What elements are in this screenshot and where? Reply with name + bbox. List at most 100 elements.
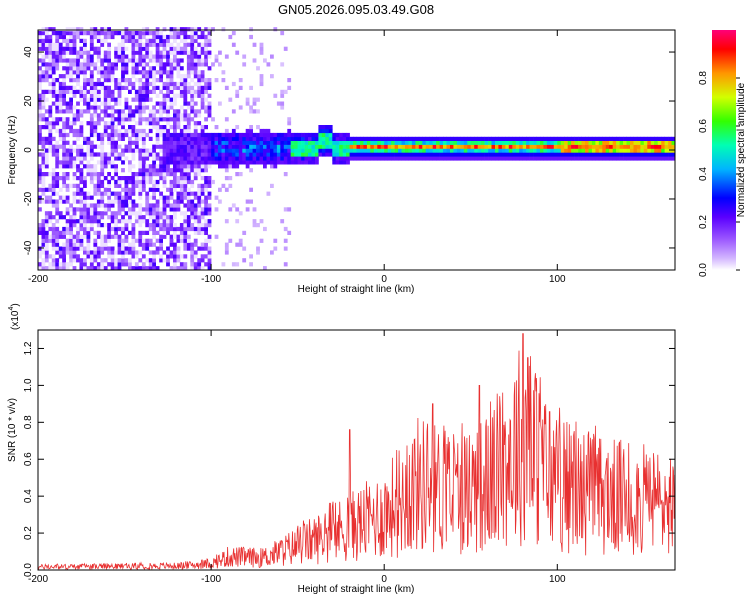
spectrogram-cell [145, 62, 150, 67]
spectrogram-cell [48, 105, 53, 110]
spectrogram-cell [128, 187, 132, 192]
spectrogram-cell [460, 136, 465, 141]
spectrogram-cell [179, 230, 184, 235]
spectrogram-cell [259, 219, 264, 224]
spectrogram-cell [166, 223, 170, 228]
spectrogram-cell [235, 140, 240, 145]
spectrogram-cell [183, 191, 188, 196]
spectrogram-cell [100, 242, 105, 247]
spectrogram-cell [55, 164, 60, 169]
spectrogram-cell [155, 70, 160, 75]
spectrogram-cell [574, 156, 579, 161]
spectrogram-cell [93, 207, 98, 212]
spectrogram-cell [38, 187, 42, 192]
spectrogram-cell [280, 160, 285, 165]
spectrogram-cell [200, 85, 205, 90]
spectrogram-cell [89, 54, 94, 59]
spectrogram-cell [138, 242, 143, 247]
spectrogram-cell [169, 74, 174, 79]
spectrogram-cell [505, 152, 510, 157]
spectrogram-cell [259, 74, 264, 79]
spectrogram-cell [145, 31, 150, 36]
spectrogram-cell [103, 164, 108, 169]
spectrogram-cell [131, 152, 136, 157]
spectrogram-cell [197, 246, 202, 251]
spectrogram-cell [152, 89, 156, 94]
spectrogram-cell [259, 132, 264, 138]
spectrogram-cell [197, 172, 202, 177]
spectrogram-cell [96, 211, 101, 216]
spectrogram-cell [315, 140, 319, 145]
spectrogram-cell [107, 179, 111, 185]
spectrogram-cell [200, 42, 205, 47]
spectrogram-cell [166, 58, 170, 63]
spectrogram-cell [207, 109, 212, 114]
spectrogram-cell [86, 136, 91, 141]
spectrogram-cell [138, 215, 143, 220]
spectrogram-cell [107, 234, 111, 239]
spectrogram-cell [501, 152, 506, 157]
spectrogram-cell [193, 70, 198, 75]
spectrogram-cell [72, 254, 77, 259]
spectrogram-cell [62, 46, 66, 51]
spectrogram-cell [117, 199, 122, 204]
spectrogram-cell [211, 117, 215, 122]
spectrogram-cell [166, 168, 170, 173]
spectrogram-cell [159, 246, 163, 251]
spectrogram-cell [283, 238, 288, 243]
spectrogram-cell [69, 85, 73, 90]
spectrogram-cell [96, 113, 101, 118]
spectrogram-cell [543, 148, 548, 153]
spectrogram-cell [107, 70, 111, 75]
spectrogram-cell [62, 140, 66, 145]
spectrogram-cell [415, 148, 420, 153]
spectrogram-cell [131, 74, 136, 79]
spectrogram-cell [121, 160, 125, 165]
spectrogram-cell [384, 136, 388, 141]
spectrogram-cell [55, 238, 60, 243]
spectrogram-cell [114, 125, 118, 130]
spectrogram-cell [169, 42, 174, 47]
spectrogram-cell [107, 203, 111, 208]
spectrogram-cell [238, 172, 243, 177]
spectrogram-cell [391, 152, 395, 157]
spectrogram-cell [62, 136, 66, 141]
spectrogram-cell [176, 34, 181, 40]
spectrogram-cell [159, 258, 163, 263]
spectrogram-cell [304, 160, 309, 165]
spectrogram-cell [193, 168, 198, 173]
spectrogram-cell [69, 42, 73, 47]
spectrogram-cell [193, 191, 198, 196]
spectrogram-cell [76, 164, 80, 169]
spectrogram-cell [581, 152, 586, 157]
spectrogram-cell [83, 179, 87, 185]
spectrogram-cell [159, 38, 163, 43]
spectrogram-cell [339, 144, 343, 149]
spectrogram-cell [315, 156, 319, 161]
spectrogram-cell [96, 105, 101, 110]
spectrogram-cell [103, 97, 108, 102]
spectrogram-cell [204, 89, 208, 94]
spectrogram-cell [263, 132, 267, 138]
spectrogram-cell [176, 109, 181, 114]
spectrogram-cell [134, 211, 139, 216]
spectrogram-cell [183, 34, 188, 40]
spectrogram-cell [62, 179, 66, 185]
spectrogram-cell [128, 89, 132, 94]
spectrogram-cell [373, 136, 378, 141]
spectrogram-cell [55, 207, 60, 212]
spectrogram-cell [48, 121, 53, 126]
spectrogram-cell [169, 58, 174, 63]
spectrogram-cell [38, 74, 42, 79]
spectrogram-cell [564, 156, 568, 161]
spectrogram-cell [83, 46, 87, 51]
spectrogram-cell [557, 144, 562, 149]
spectrogram-cell [148, 226, 153, 232]
spectrogram-cell [48, 219, 53, 224]
spectrogram-cell [508, 140, 513, 145]
spectrogram-cell [418, 144, 423, 149]
spectrogram-cell [103, 70, 108, 75]
spectrogram-cell [162, 81, 167, 87]
spectrogram-cell [58, 164, 63, 169]
spectrogram-cell [249, 148, 253, 153]
